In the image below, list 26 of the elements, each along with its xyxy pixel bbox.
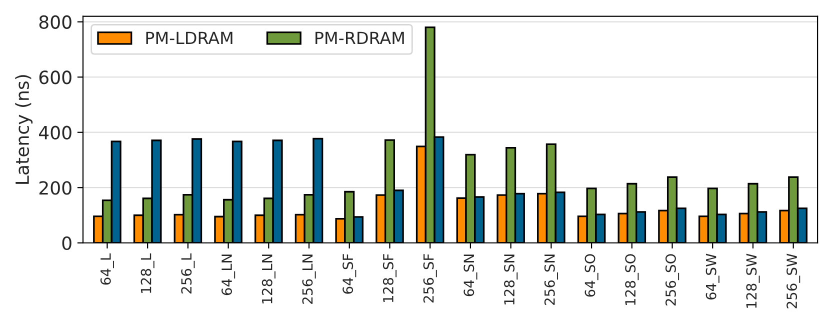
x-tick-label: 64_SW	[706, 254, 720, 300]
x-tick-label: 128_SO	[625, 254, 639, 305]
y-tick-label: 400	[39, 126, 72, 140]
x-tick-label: 64_SO	[584, 254, 598, 297]
legend-label: PM-RDRAM	[316, 32, 404, 44]
x-tick-label: 64_L	[100, 253, 114, 285]
y-tick-label: 200	[39, 181, 72, 195]
legend-label: PM-LDRAM	[146, 32, 232, 44]
x-tick-label: 128_LN	[262, 254, 276, 304]
x-tick-label: 256_SF	[423, 254, 437, 303]
y-tick-label: 800	[39, 15, 72, 29]
x-tick-label: 128_SW	[746, 254, 760, 308]
x-tick-label: 64_LN	[222, 254, 236, 296]
x-tick-label: 128_L	[140, 253, 154, 293]
y-axis-title: Latency (ns)	[15, 75, 33, 184]
y-tick-label: 600	[39, 70, 72, 84]
x-tick-label: 128_SF	[382, 254, 397, 302]
x-tick-label: 256_LN	[302, 254, 316, 304]
x-tick-label: 256_SW	[786, 254, 800, 308]
x-tick-label: 128_SN	[504, 254, 518, 304]
x-tick-label: 256_SO	[665, 254, 680, 306]
y-tick-label: 0	[62, 236, 72, 250]
x-tick-label: 64_SF	[342, 254, 356, 294]
x-tick-label: 64_SN	[464, 254, 478, 296]
x-tick-label: 256_SN	[544, 254, 558, 305]
x-tick-label: 256_L	[181, 253, 195, 294]
